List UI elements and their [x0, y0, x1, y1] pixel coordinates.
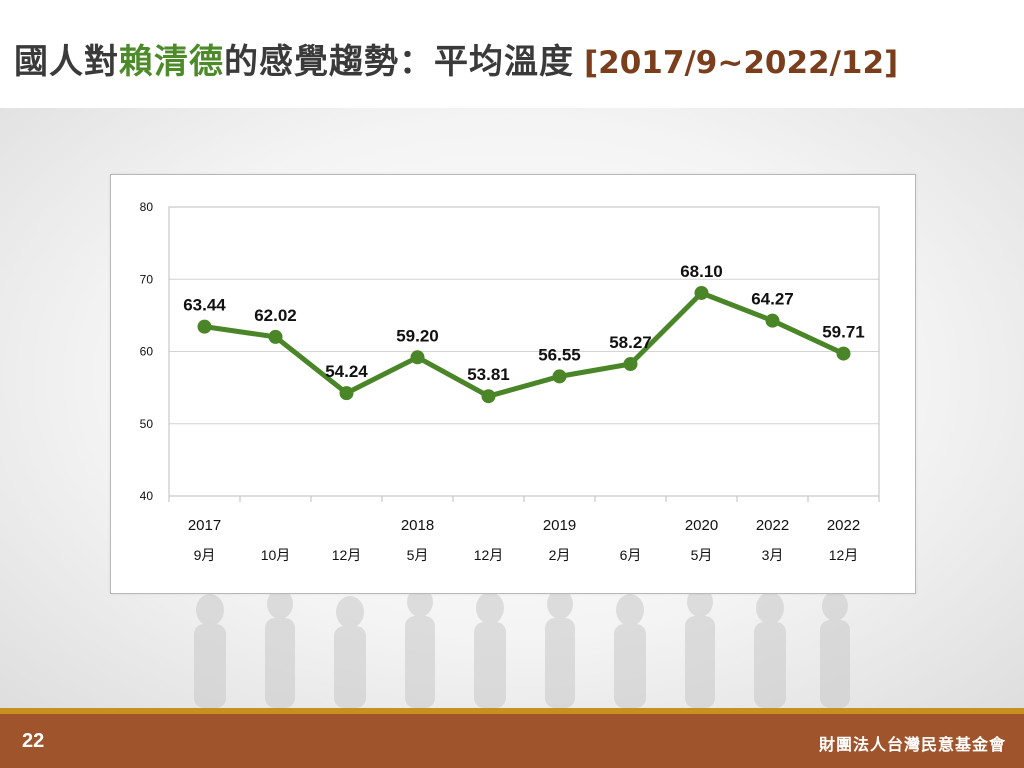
- y-tick-label: 40: [140, 489, 154, 503]
- title-highlight-name: 賴清德: [119, 42, 224, 82]
- data-point: [552, 369, 567, 384]
- data-point: [765, 313, 780, 328]
- x-tick-label-month: 6月: [620, 547, 642, 563]
- crowd-silhouette-graphic: [194, 590, 850, 708]
- y-tick-label: 80: [140, 200, 154, 214]
- x-tick-label-month: 2月: [549, 547, 571, 563]
- x-tick-label-month: 5月: [407, 547, 429, 563]
- footer-bar: 22 財團法人台灣民意基金會: [0, 714, 1024, 768]
- page-number: 22: [22, 730, 45, 752]
- line-chart: 40 50 60 70 80 2017 9月 10月 12月 2018 5月 12月 2019 2月 6月 2…: [140, 200, 880, 563]
- data-point: [481, 389, 496, 404]
- data-point: [339, 386, 354, 401]
- x-tick-label-year: 2017: [188, 517, 221, 534]
- x-tick-label-year: 2022: [756, 517, 789, 534]
- title-prefix: 國人對: [14, 42, 119, 82]
- x-tick-label-month: 5月: [691, 547, 713, 563]
- x-tick-label-month: 12月: [332, 547, 362, 563]
- data-point: [410, 350, 425, 365]
- footer-stripe: [0, 708, 1024, 714]
- data-label: 54.24: [325, 362, 368, 381]
- data-point: [836, 346, 851, 361]
- data-label: 64.27: [751, 290, 794, 309]
- title-suffix: 的感覺趨勢：平均溫度: [224, 42, 574, 82]
- data-point: [694, 285, 709, 300]
- y-tick-label: 60: [140, 345, 154, 359]
- x-tick-label-month: 12月: [829, 547, 859, 563]
- x-tick-label-year: 2022: [827, 517, 860, 534]
- data-label: 59.71: [822, 323, 865, 342]
- data-label: 58.27: [609, 333, 652, 352]
- title-bar: 國人對賴清德的感覺趨勢：平均溫度 [2017/9~2022/12]: [0, 0, 1024, 108]
- x-tick-label-year: 2018: [401, 517, 434, 534]
- data-label: 63.44: [183, 296, 226, 315]
- title-date-range: [2017/9~2022/12]: [584, 45, 899, 81]
- data-point: [197, 319, 212, 334]
- data-label: 53.81: [467, 365, 510, 384]
- x-tick-label-month: 9月: [194, 547, 216, 563]
- data-point: [268, 329, 283, 344]
- x-tick-label-year: 2019: [543, 517, 576, 534]
- y-tick-label: 70: [140, 272, 154, 286]
- x-tick-label-month: 10月: [261, 547, 291, 563]
- chart-panel: 40 50 60 70 80 2017 9月 10月 12月 2018 5月 12月 2019 2月 6月 2…: [110, 174, 916, 594]
- data-label: 62.02: [254, 306, 297, 325]
- x-tick-label-year: 2020: [685, 517, 718, 534]
- y-tick-label: 50: [140, 417, 154, 431]
- data-label: 56.55: [538, 345, 581, 364]
- data-label: 68.10: [680, 262, 723, 281]
- data-point: [623, 356, 638, 371]
- x-tick-label-month: 12月: [474, 547, 504, 563]
- x-tick-label-month: 3月: [762, 547, 784, 563]
- slide-title: 國人對賴清德的感覺趨勢：平均溫度 [2017/9~2022/12]: [14, 34, 898, 83]
- data-label: 59.20: [396, 326, 439, 345]
- organization-name: 財團法人台灣民意基金會: [818, 735, 1006, 754]
- series-line: [202, 290, 846, 399]
